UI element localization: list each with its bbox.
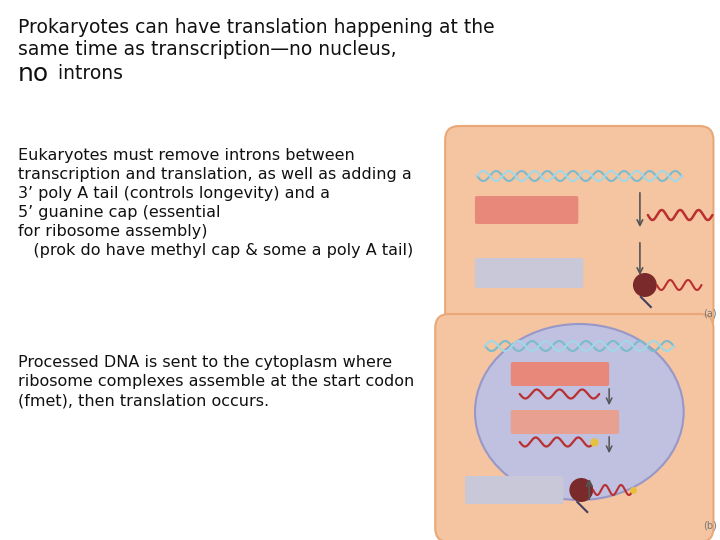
- FancyBboxPatch shape: [510, 362, 609, 386]
- Text: 3’ poly A tail (controls longevity) and a: 3’ poly A tail (controls longevity) and …: [18, 186, 330, 201]
- FancyBboxPatch shape: [435, 314, 714, 540]
- FancyBboxPatch shape: [465, 476, 563, 504]
- Text: Eukaryotes must remove introns between: Eukaryotes must remove introns between: [18, 148, 355, 163]
- Text: (b): (b): [703, 520, 717, 530]
- Text: introns: introns: [52, 64, 122, 83]
- Circle shape: [633, 273, 657, 297]
- FancyBboxPatch shape: [510, 410, 619, 434]
- Text: for ribosome assembly): for ribosome assembly): [18, 224, 207, 239]
- Text: 5’ guanine cap (essential: 5’ guanine cap (essential: [18, 205, 220, 220]
- Text: (a): (a): [703, 308, 717, 318]
- FancyBboxPatch shape: [475, 196, 578, 224]
- FancyBboxPatch shape: [475, 258, 583, 288]
- Text: ribosome complexes assemble at the start codon: ribosome complexes assemble at the start…: [18, 374, 414, 389]
- Text: Prokaryotes can have translation happening at the: Prokaryotes can have translation happeni…: [18, 18, 495, 37]
- Text: Processed DNA is sent to the cytoplasm where: Processed DNA is sent to the cytoplasm w…: [18, 355, 392, 370]
- FancyBboxPatch shape: [445, 126, 714, 332]
- Text: (fmet), then translation occurs.: (fmet), then translation occurs.: [18, 393, 269, 408]
- Text: (prok do have methyl cap & some a poly A tail): (prok do have methyl cap & some a poly A…: [18, 243, 413, 258]
- Text: transcription and translation, as well as adding a: transcription and translation, as well a…: [18, 167, 412, 182]
- Circle shape: [570, 478, 593, 502]
- Text: no: no: [18, 62, 49, 86]
- Ellipse shape: [475, 324, 684, 500]
- Text: same time as transcription—no nucleus,: same time as transcription—no nucleus,: [18, 40, 397, 59]
